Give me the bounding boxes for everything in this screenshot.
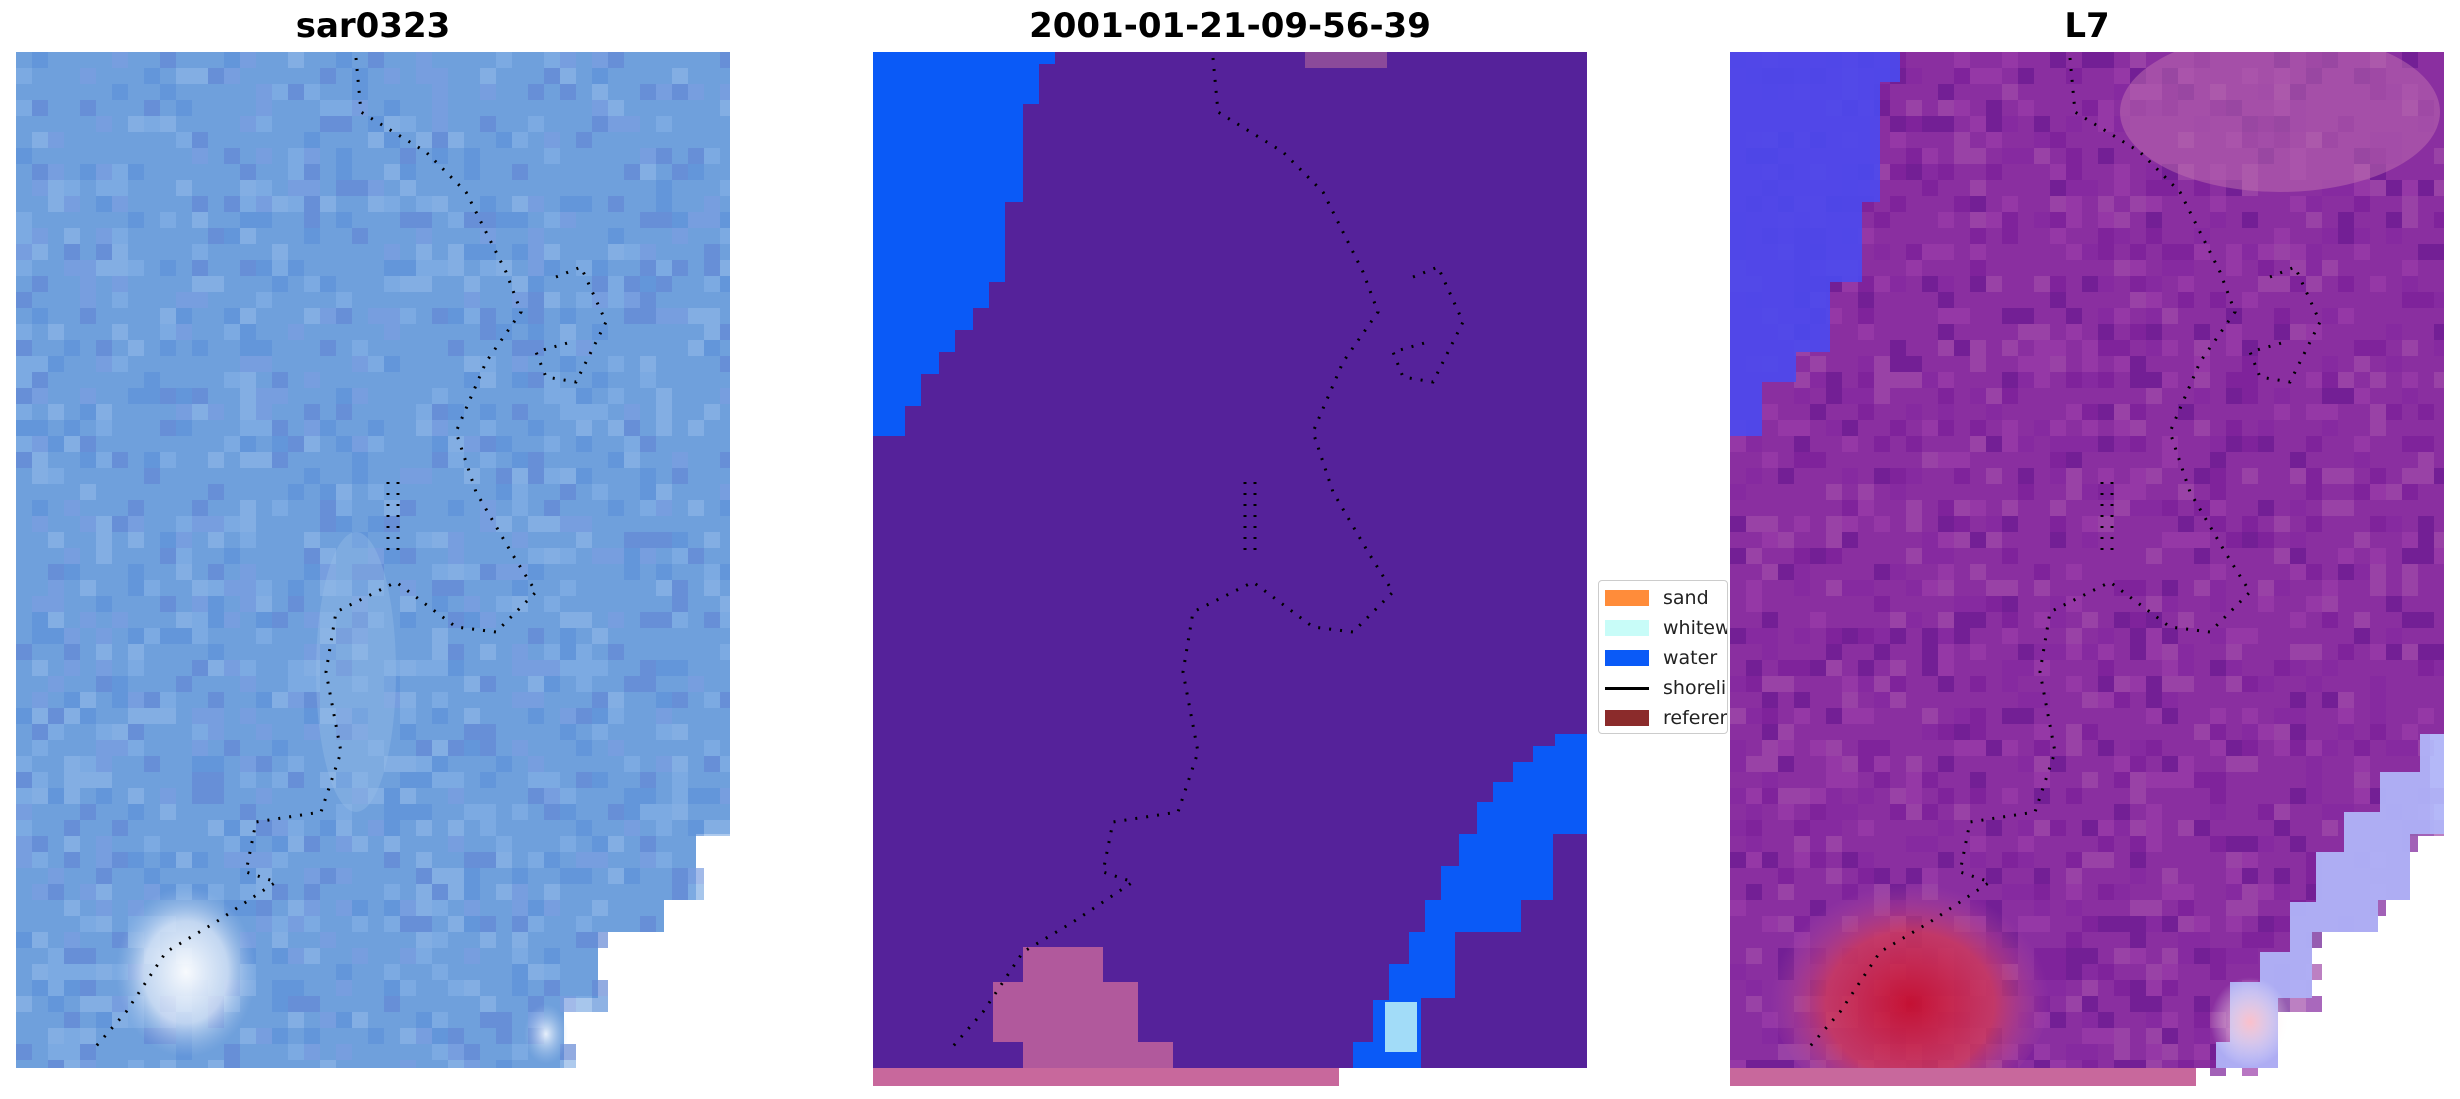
water-class-left [873, 52, 1055, 436]
legend-swatch-whitewater [1605, 620, 1649, 636]
l7-image-panel [1730, 52, 2444, 1086]
panel-title-classification: 2001-01-21-09-56-39 [1029, 6, 1431, 46]
legend-item-sand: sand [1605, 587, 1709, 609]
panel-title-sar: sar0323 [295, 6, 451, 46]
legend-label-reference: reference [1663, 707, 1727, 729]
legend-label-shoreline: shoreline [1663, 677, 1727, 699]
legend-swatch-sand [1605, 590, 1649, 606]
classification-image [873, 52, 1587, 1086]
sar-noise-texture [16, 52, 730, 1068]
legend-clip-cover [1730, 580, 1740, 734]
reference-strip-l7 [1730, 1068, 2196, 1086]
sar-image-panel [16, 52, 730, 1068]
reference-strip [873, 1068, 1339, 1086]
panel-title-l7: L7 [2064, 6, 2110, 46]
legend-swatch-water [1605, 650, 1649, 666]
reference-area [993, 947, 1173, 1068]
classification-panel [873, 52, 1587, 1086]
water-class-right [1353, 734, 1587, 1068]
shoreline-dotted [89, 57, 538, 1053]
legend-swatch-shoreline [1605, 686, 1649, 690]
l7-image [1730, 52, 2444, 1086]
sar-image [16, 52, 730, 1068]
legend-label-sand: sand [1663, 587, 1709, 609]
l7-water-left [1730, 52, 1900, 436]
legend-item-water: water [1605, 647, 1717, 669]
legend-label-water: water [1663, 647, 1718, 669]
legend-item-reference: reference [1605, 707, 1727, 729]
legend-item-shoreline: shoreline [1605, 677, 1727, 699]
legend-swatch-reference [1605, 710, 1649, 726]
